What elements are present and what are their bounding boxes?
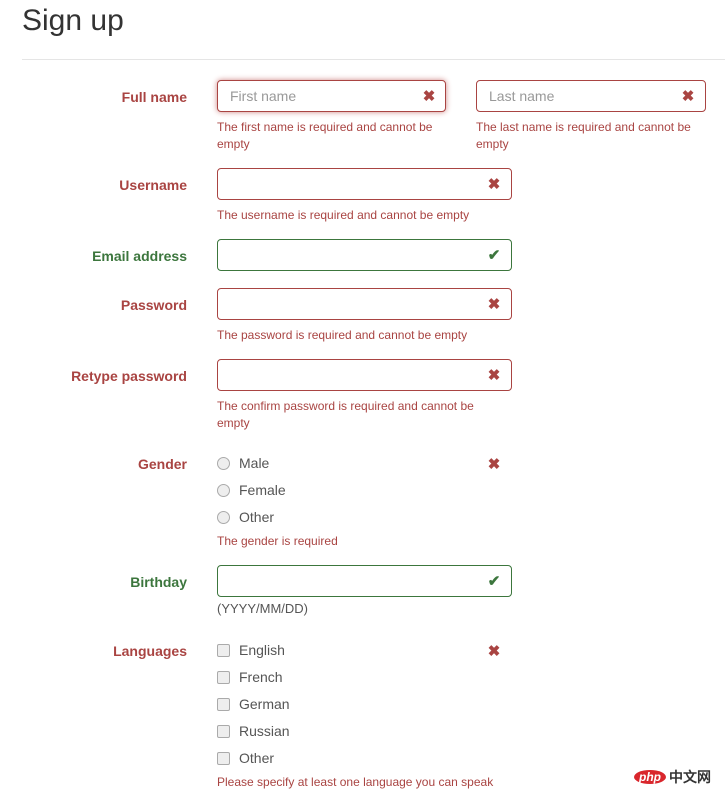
birthday-label: Birthday [130,574,187,590]
retype-password-error: The confirm password is required and can… [217,399,474,430]
error-icon: ✖ [487,296,501,313]
languages-label: Languages [113,643,187,659]
radio[interactable] [217,510,230,524]
birthday-input[interactable] [217,565,512,597]
radio[interactable] [217,483,230,497]
option-label: French [239,669,283,685]
option-label: German [239,696,290,712]
password-input[interactable] [217,288,512,320]
email-label: Email address [92,248,187,264]
gender-female[interactable]: Female [217,482,286,498]
gender-other[interactable]: Other [217,509,274,525]
gender-male[interactable]: Male [217,455,269,471]
last-name-error: The last name is required and cannot be … [476,120,691,151]
full-name-label: Full name [121,89,187,105]
option-label: Russian [239,723,290,739]
checkbox[interactable] [217,670,230,684]
birthday-hint: (YYYY/MM/DD) [217,601,308,616]
languages-error: Please specify at least one language you… [217,775,494,789]
first-name-input[interactable] [217,80,446,112]
language-english[interactable]: English [217,642,285,658]
check-icon: ✔ [487,247,501,264]
language-russian[interactable]: Russian [217,723,290,739]
option-label: Female [239,482,286,498]
last-name-input[interactable] [476,80,706,112]
option-label: Other [239,509,275,525]
check-icon: ✔ [487,573,501,590]
language-french[interactable]: French [217,669,283,685]
radio[interactable] [217,456,230,470]
language-other[interactable]: Other [217,750,274,766]
checkbox[interactable] [217,724,230,738]
option-label: Other [239,750,275,766]
password-label: Password [120,297,187,313]
error-icon: ✖ [422,88,436,105]
username-label: Username [119,177,187,193]
retype-password-input[interactable] [217,359,512,391]
first-name-error: The first name is required and cannot be… [217,120,433,151]
error-icon: ✖ [487,643,501,660]
option-label: English [239,642,285,658]
checkbox[interactable] [217,751,230,765]
gender-error: The gender is required [217,534,338,548]
error-icon: ✖ [681,88,695,105]
error-icon: ✖ [487,176,501,193]
username-input[interactable] [217,168,512,200]
watermark-logo: php 中文网 [634,767,711,787]
option-label: Male [239,455,270,471]
email-input[interactable] [217,239,512,271]
checkbox[interactable] [217,697,230,711]
checkbox[interactable] [217,643,230,657]
divider [22,59,725,60]
error-icon: ✖ [487,456,501,473]
password-error: The password is required and cannot be e… [217,328,468,342]
page-title: Sign up [22,4,124,37]
error-icon: ✖ [487,367,501,384]
username-error: The username is required and cannot be e… [217,208,470,222]
retype-password-label: Retype password [71,368,187,384]
language-german[interactable]: German [217,696,290,712]
gender-label: Gender [137,456,187,472]
